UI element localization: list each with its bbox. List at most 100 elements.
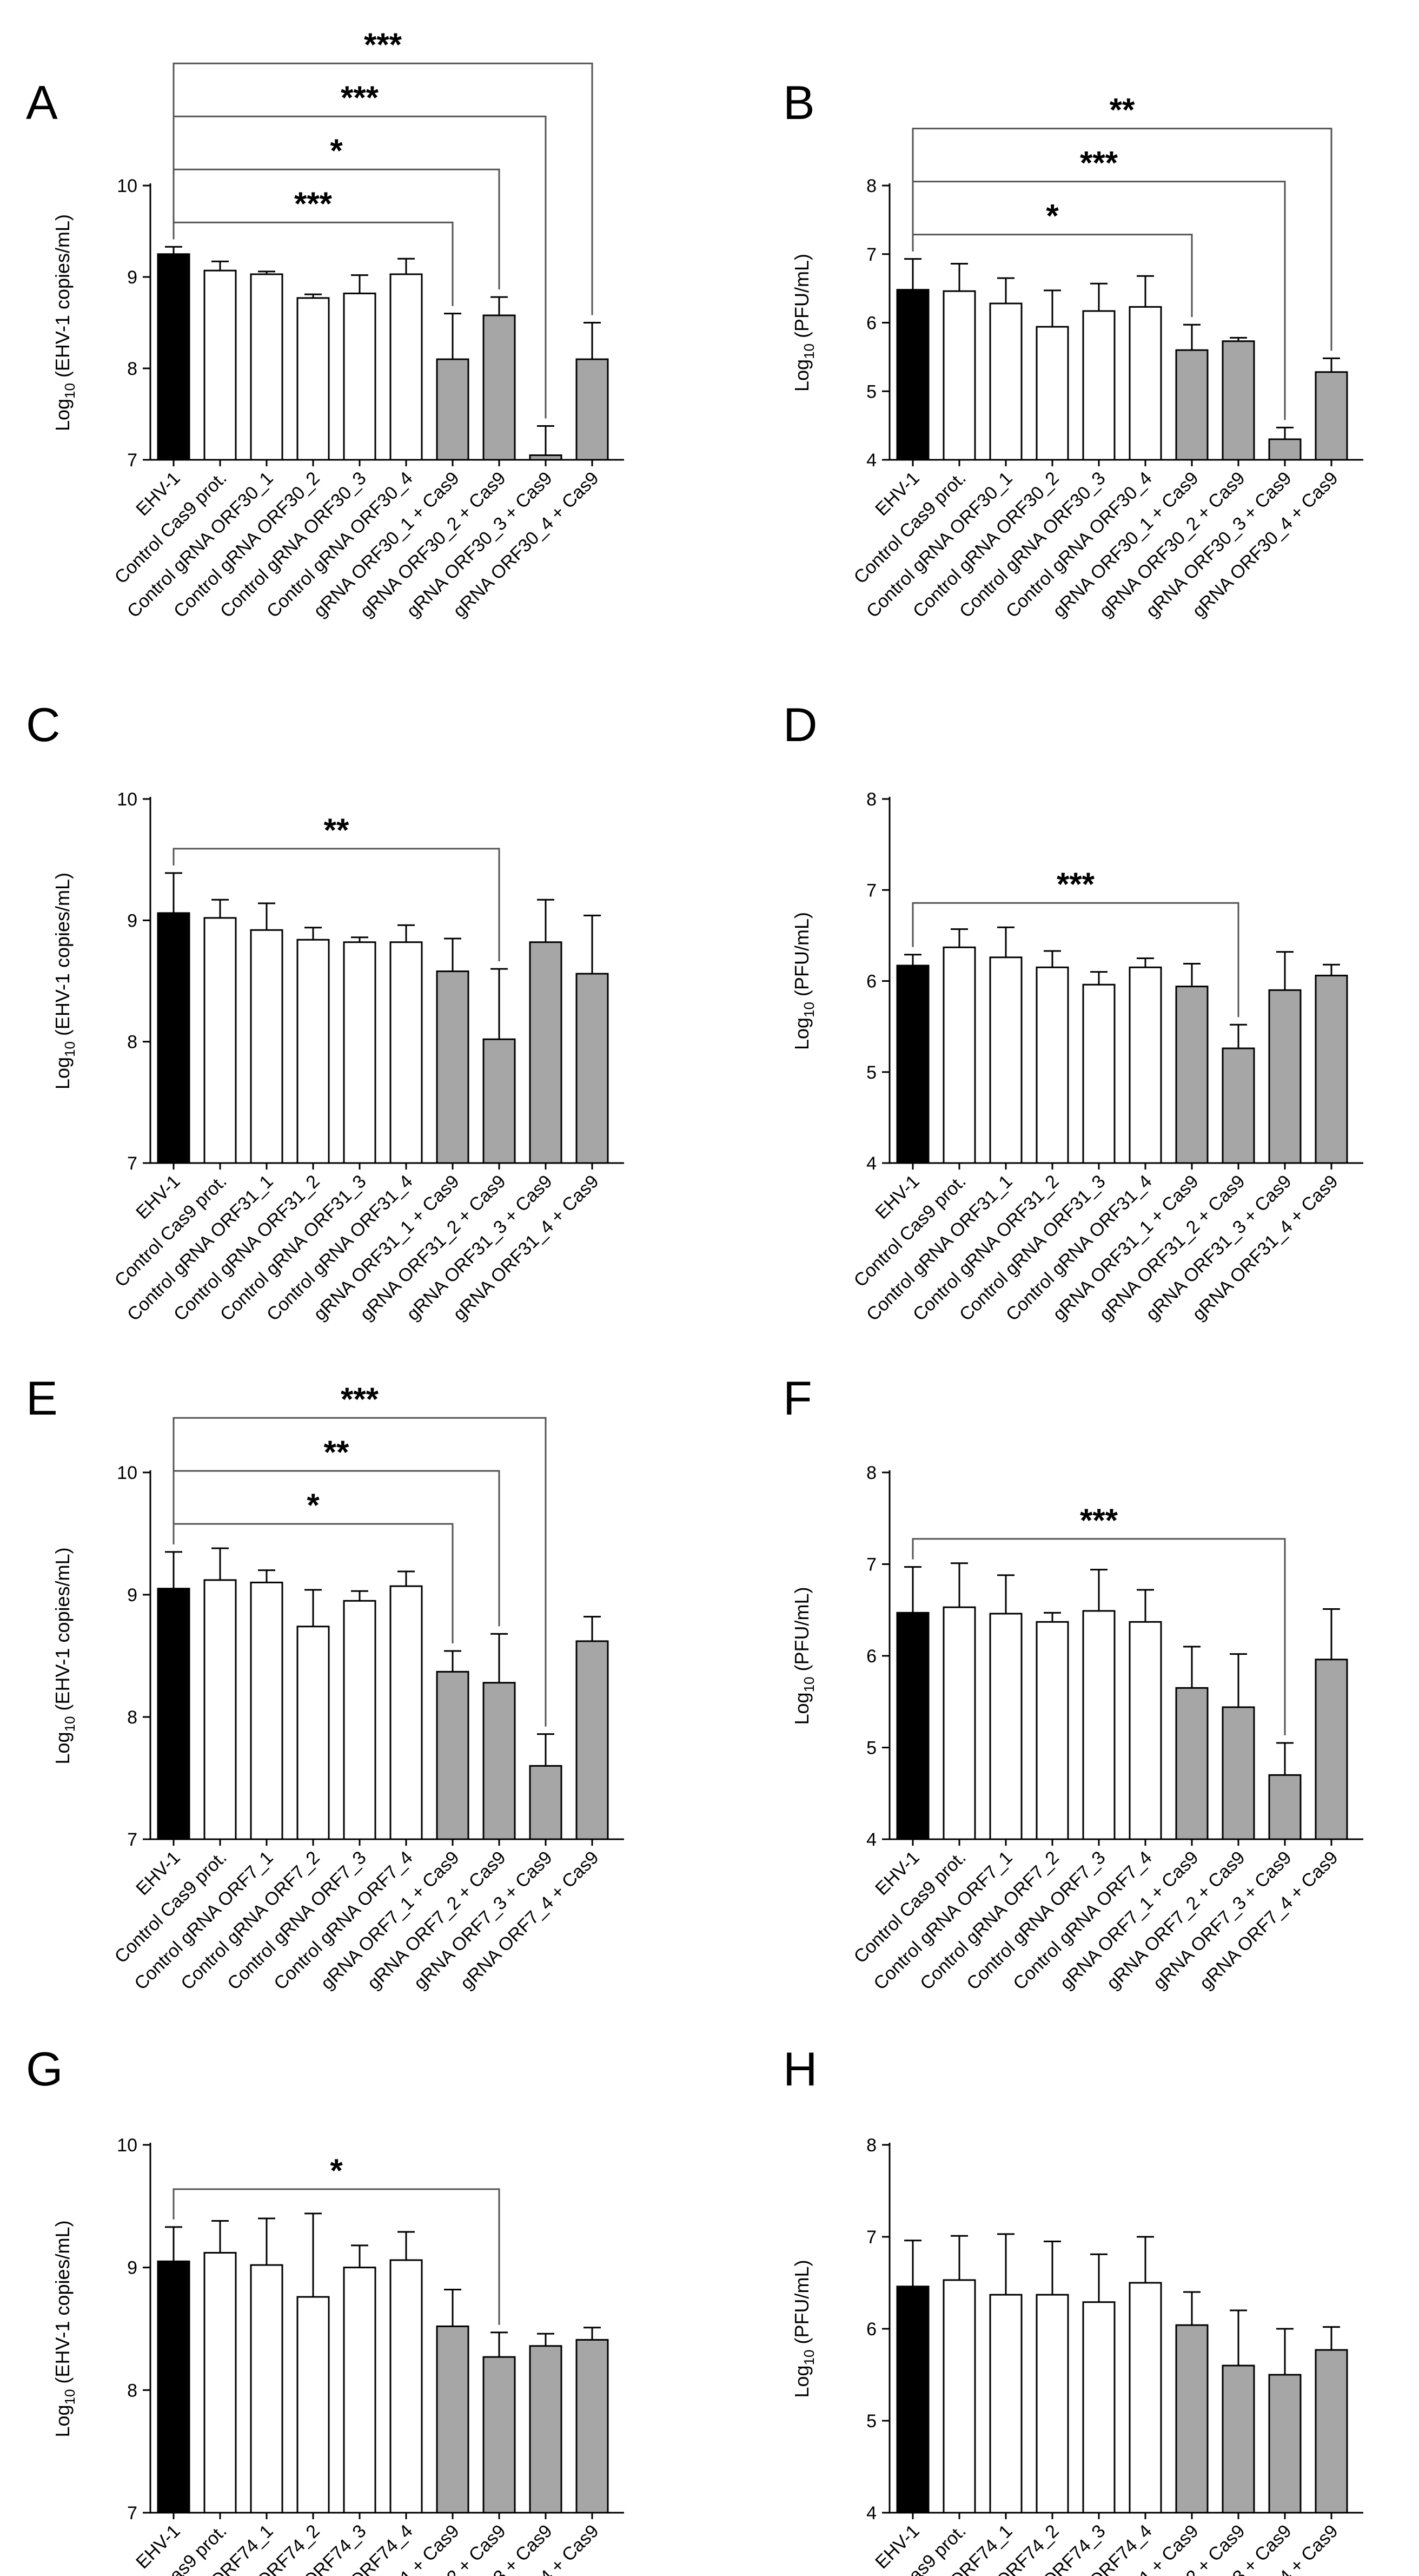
significance-bracket — [173, 62, 593, 315]
bar — [1082, 983, 1116, 1164]
significance-bracket — [912, 1538, 1286, 1736]
bar — [157, 253, 190, 461]
bar — [1175, 349, 1209, 461]
bar — [1082, 2301, 1116, 2514]
y-tick-label: 7 — [866, 1555, 877, 1575]
bar — [575, 2339, 609, 2514]
y-tick-label: 6 — [866, 972, 877, 992]
panel-letter: E — [26, 1371, 58, 1425]
panel-letter: D — [783, 698, 818, 751]
significance-label: *** — [1057, 866, 1095, 902]
bar — [482, 314, 516, 461]
bar — [1129, 306, 1162, 461]
y-axis-label: Log10 (PFU/mL) — [791, 254, 817, 392]
bar — [1175, 986, 1209, 1164]
bar — [250, 1581, 283, 1840]
y-tick-label: 4 — [866, 1153, 877, 1174]
bar — [1129, 1621, 1162, 1840]
bar — [1222, 340, 1255, 461]
y-tick-label: 8 — [866, 789, 877, 810]
y-tick-label: 9 — [127, 2258, 137, 2278]
y-tick-label: 10 — [117, 1463, 137, 1483]
panel-letter: B — [783, 76, 815, 129]
significance-bracket — [173, 1417, 547, 1727]
y-axis-label: Log10 (PFU/mL) — [791, 912, 817, 1050]
y-axis-label: Log10 (PFU/mL) — [791, 2260, 817, 2398]
bar — [296, 2296, 330, 2514]
bar — [482, 1682, 516, 1840]
bar — [482, 2356, 516, 2514]
y-tick-label: 5 — [866, 1062, 877, 1083]
bar — [1129, 2282, 1162, 2514]
bar — [436, 1670, 469, 1840]
bar — [296, 1626, 330, 1840]
bar — [529, 1765, 562, 1840]
bar — [943, 2279, 976, 2514]
bar — [1036, 2294, 1069, 2514]
y-tick-label: 6 — [866, 313, 877, 334]
y-tick-label: 9 — [127, 1585, 137, 1606]
bar — [1315, 974, 1348, 1164]
bar — [343, 941, 376, 1164]
bar — [1036, 326, 1069, 461]
significance-label: *** — [1080, 1502, 1118, 1538]
bar — [943, 946, 976, 1164]
bar — [1268, 2374, 1302, 2514]
significance-label: * — [1046, 198, 1059, 234]
y-tick-label: 7 — [866, 245, 877, 265]
bar — [157, 912, 190, 1164]
bar — [1175, 2324, 1209, 2514]
significance-label: *** — [1080, 145, 1118, 181]
bar — [1222, 1047, 1255, 1164]
bar — [575, 358, 609, 461]
significance-label: ** — [324, 1434, 349, 1470]
y-tick-label: 10 — [117, 176, 137, 196]
bar — [296, 939, 330, 1164]
significance-label: * — [330, 2152, 343, 2189]
y-tick-label: 10 — [117, 2135, 137, 2156]
y-tick-label: 5 — [866, 381, 877, 402]
significance-label: *** — [294, 186, 333, 222]
bar — [203, 2251, 237, 2514]
y-tick-label: 8 — [127, 359, 137, 379]
y-tick-label: 6 — [866, 2319, 877, 2340]
y-axis-label: Log10 (EHV-1 copies/mL) — [51, 873, 78, 1089]
bar — [389, 941, 423, 1164]
bar — [436, 2325, 469, 2514]
bar — [896, 289, 930, 461]
bar — [896, 1611, 930, 1840]
bar — [343, 1600, 376, 1840]
bar — [529, 941, 562, 1164]
significance-label: *** — [341, 80, 379, 116]
significance-bracket — [912, 128, 1332, 351]
y-tick-label: 7 — [866, 880, 877, 901]
bar — [1129, 966, 1162, 1164]
y-tick-label: 7 — [127, 1153, 137, 1174]
bar — [389, 2259, 423, 2514]
panel-letter: A — [26, 76, 58, 129]
y-axis-label: Log10 (EHV-1 copies/mL) — [51, 2220, 78, 2437]
significance-bracket — [173, 848, 500, 962]
y-tick-label: 4 — [866, 2503, 877, 2524]
significance-label: ** — [324, 812, 349, 848]
panel-letter: F — [783, 1371, 812, 1425]
y-tick-label: 7 — [127, 2503, 137, 2524]
y-axis-label: Log10 (EHV-1 copies/mL) — [51, 214, 78, 431]
y-axis-label: Log10 (EHV-1 copies/mL) — [51, 1547, 78, 1764]
panel-letter: C — [26, 698, 61, 751]
y-tick-label: 4 — [866, 1829, 877, 1850]
bar — [482, 1038, 516, 1164]
significance-bracket — [173, 2188, 500, 2325]
bar — [1082, 310, 1116, 461]
bar — [157, 1588, 190, 1840]
bar — [1315, 2349, 1348, 2514]
bar — [389, 273, 423, 461]
bar — [989, 2294, 1023, 2514]
y-tick-label: 7 — [866, 2227, 877, 2248]
